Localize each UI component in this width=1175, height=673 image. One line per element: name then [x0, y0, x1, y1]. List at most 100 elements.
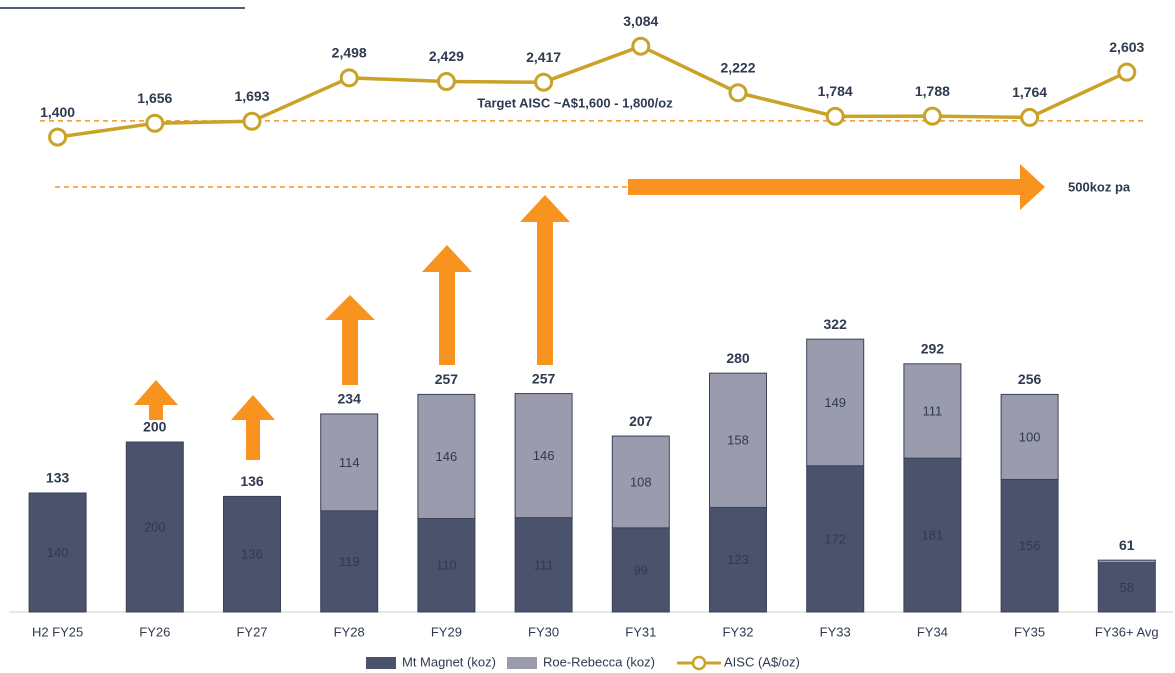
x-tick-label: FY35 — [1014, 624, 1045, 639]
segment-label: 58 — [1120, 580, 1134, 595]
bar-segment — [514, 517, 573, 613]
segment-label: 181 — [922, 528, 944, 543]
arrow — [520, 195, 570, 365]
segment-label: 172 — [824, 531, 846, 546]
segment-label: 111 — [923, 403, 943, 418]
bar-segment — [223, 495, 281, 613]
legend-swatch — [507, 657, 537, 669]
total-label: 257 — [435, 371, 459, 387]
bar-segment — [611, 435, 670, 529]
total-label: 280 — [726, 350, 750, 366]
aisc-point — [145, 113, 165, 133]
aisc-point — [631, 36, 651, 56]
aisc-label: 3,084 — [623, 13, 658, 29]
total-label: 256 — [1018, 371, 1042, 387]
x-tick-label: FY32 — [722, 624, 753, 639]
aisc-label: 1,788 — [915, 83, 950, 99]
bar-segment — [417, 393, 476, 519]
x-tick-label: FY29 — [431, 624, 462, 639]
aisc-point — [1020, 107, 1040, 127]
x-tick-label: FY27 — [236, 624, 267, 639]
aisc-label: 2,603 — [1109, 39, 1144, 55]
legend-label: AISC (A$/oz) — [724, 654, 800, 669]
arrow — [422, 245, 472, 365]
segment-label: 158 — [727, 433, 749, 448]
bar-segment — [514, 393, 573, 519]
aisc-point — [534, 72, 554, 92]
aisc-point — [339, 68, 359, 88]
arrow — [325, 295, 375, 385]
growth-arrows — [134, 195, 570, 460]
target-label: 500koz pa — [1068, 179, 1131, 194]
aisc-label: 1,693 — [234, 88, 269, 104]
bar-segment — [611, 527, 670, 613]
bar-segment — [709, 372, 767, 508]
aisc-point — [922, 106, 942, 126]
total-label: 207 — [629, 413, 653, 429]
segment-label: 99 — [634, 562, 648, 577]
total-label: 133 — [46, 470, 70, 486]
total-label: 61 — [1119, 537, 1135, 553]
aisc-label: 1,656 — [137, 90, 172, 106]
aisc-label: 2,222 — [720, 59, 755, 75]
total-label: 257 — [532, 370, 556, 386]
bar-segment — [1097, 559, 1156, 564]
bar-segment — [1097, 562, 1156, 613]
segment-label: 136 — [241, 547, 263, 562]
x-tick-label: FY31 — [625, 624, 656, 639]
aisc-label: 1,764 — [1012, 84, 1047, 100]
segment-label: 119 — [339, 554, 360, 569]
bar-segment — [709, 506, 767, 613]
x-tick-label: H2 FY25 — [32, 624, 83, 639]
bar-segment — [903, 457, 962, 613]
x-tick-label: FY28 — [334, 624, 365, 639]
segment-label: 156 — [1019, 538, 1041, 553]
segment-label: 110 — [436, 558, 457, 573]
aisc-point — [1117, 62, 1137, 82]
aisc-point — [825, 106, 845, 126]
legend-label: Roe-Rebecca (koz) — [543, 654, 655, 669]
aisc-label: 1,400 — [40, 104, 75, 120]
bar-segment — [28, 492, 87, 613]
bar-segment — [125, 441, 184, 613]
total-label: 292 — [921, 341, 945, 357]
aisc-line — [57, 44, 1128, 139]
big-arrow — [628, 164, 1045, 210]
aisc-label: 2,429 — [429, 48, 464, 64]
aisc-point — [728, 83, 748, 103]
bar-segment — [806, 465, 865, 613]
segment-label: 149 — [824, 395, 846, 410]
segment-label: 100 — [1019, 429, 1041, 444]
total-label: 136 — [240, 473, 264, 489]
aisc-point — [242, 111, 262, 131]
segment-label: 200 — [144, 519, 166, 534]
aisc-label: 2,498 — [332, 45, 367, 61]
bar-segment — [806, 338, 865, 467]
total-label: 322 — [824, 316, 848, 332]
x-tick-label: FY33 — [820, 624, 851, 639]
target-label: Target AISC ~A$1,600 - 1,800/oz — [477, 95, 673, 110]
bar-segment — [1000, 393, 1059, 480]
segment-label: 140 — [47, 545, 69, 560]
arrow — [134, 380, 178, 420]
aisc-point — [436, 72, 456, 92]
x-tick-label: FY36+ Avg — [1095, 624, 1159, 639]
legend-label: Mt Magnet (koz) — [402, 654, 496, 669]
bar-segment — [320, 510, 379, 613]
aisc-label: 2,417 — [526, 49, 561, 65]
legend-swatch — [691, 655, 707, 671]
aisc-point — [48, 127, 68, 147]
segment-label: 146 — [533, 448, 555, 463]
bar-segment — [903, 363, 962, 459]
x-tick-label: FY34 — [917, 624, 948, 639]
total-label: 200 — [143, 419, 167, 435]
arrow — [231, 395, 275, 460]
x-tick-label: FY26 — [139, 624, 170, 639]
bar-segment — [417, 518, 476, 613]
segment-label: 111 — [534, 557, 554, 572]
segment-label: 108 — [630, 474, 652, 489]
aisc-label: 1,784 — [818, 83, 853, 99]
total-label: 234 — [338, 391, 362, 407]
x-tick-label: FY30 — [528, 624, 559, 639]
